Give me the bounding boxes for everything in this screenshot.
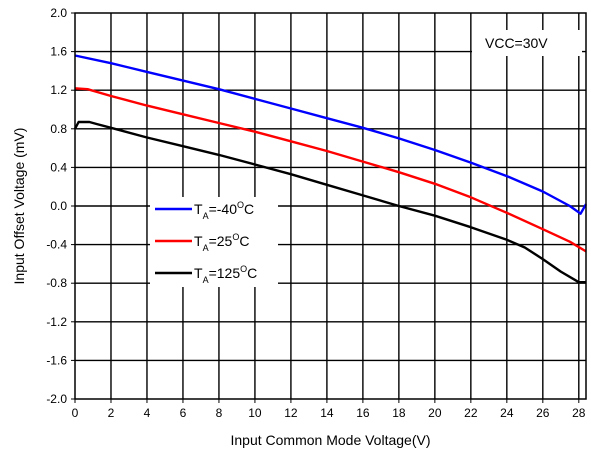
legend: TA=-40OC TA=25OC TA=125OC bbox=[150, 197, 278, 287]
y-tick-label: 0.4 bbox=[50, 160, 67, 174]
x-tick-label: 8 bbox=[216, 406, 223, 420]
x-tick-label: 28 bbox=[572, 406, 586, 420]
y-tick-label: -1.6 bbox=[46, 353, 67, 367]
x-tick-label: 12 bbox=[284, 406, 298, 420]
x-tick-label: 16 bbox=[356, 406, 370, 420]
legend-item: TA=125OC bbox=[155, 264, 257, 285]
series-line-2 bbox=[73, 120, 586, 284]
y-tick-label: -2.0 bbox=[46, 392, 67, 406]
x-tick-label: 22 bbox=[464, 406, 478, 420]
y-tick-labels: -2.0 -1.6 -1.2 -0.8 -0.4 0.0 0.4 0.8 1.2 1.6 2.0 bbox=[46, 6, 67, 406]
legend-item: TA=25OC bbox=[155, 232, 249, 253]
y-tick-label: 0.0 bbox=[50, 199, 67, 213]
series-lines bbox=[73, 54, 588, 284]
y-tick-label: 1.6 bbox=[50, 45, 67, 59]
y-tick-label: -1.2 bbox=[46, 315, 67, 329]
annotation-box: VCC=30V bbox=[472, 30, 582, 56]
x-tick-label: 4 bbox=[144, 406, 151, 420]
y-tick-label: 2.0 bbox=[50, 6, 67, 20]
y-axis-title: Input Offset Voltage (mV) bbox=[11, 128, 27, 285]
axis-ticks bbox=[71, 12, 580, 403]
series-line-0 bbox=[74, 54, 588, 215]
x-tick-label: 24 bbox=[500, 406, 514, 420]
x-tick-label: 10 bbox=[248, 406, 262, 420]
annotation-label: VCC=30V bbox=[485, 35, 548, 51]
x-tick-labels: 0 2 4 6 8 10 12 14 16 18 20 22 24 26 28 bbox=[72, 406, 586, 420]
series-line-1 bbox=[74, 87, 587, 253]
y-tick-label: -0.8 bbox=[46, 276, 67, 290]
x-tick-label: 2 bbox=[108, 406, 115, 420]
x-tick-label: 26 bbox=[536, 406, 550, 420]
annotation-background bbox=[472, 30, 582, 56]
x-tick-label: 6 bbox=[180, 406, 187, 420]
x-tick-label: 20 bbox=[428, 406, 442, 420]
legend-label: TA=25OC bbox=[194, 232, 249, 253]
x-tick-label: 18 bbox=[392, 406, 406, 420]
y-tick-label: -0.4 bbox=[46, 238, 67, 252]
legend-item: TA=-40OC bbox=[155, 200, 254, 221]
y-tick-label: 1.2 bbox=[50, 83, 67, 97]
legend-label: TA=-40OC bbox=[194, 200, 254, 221]
x-tick-label: 14 bbox=[320, 406, 334, 420]
x-axis-title: Input Common Mode Voltage(V) bbox=[231, 432, 431, 448]
x-tick-label: 0 bbox=[72, 406, 79, 420]
legend-label: TA=125OC bbox=[194, 264, 257, 285]
y-tick-label: 0.8 bbox=[50, 122, 67, 136]
